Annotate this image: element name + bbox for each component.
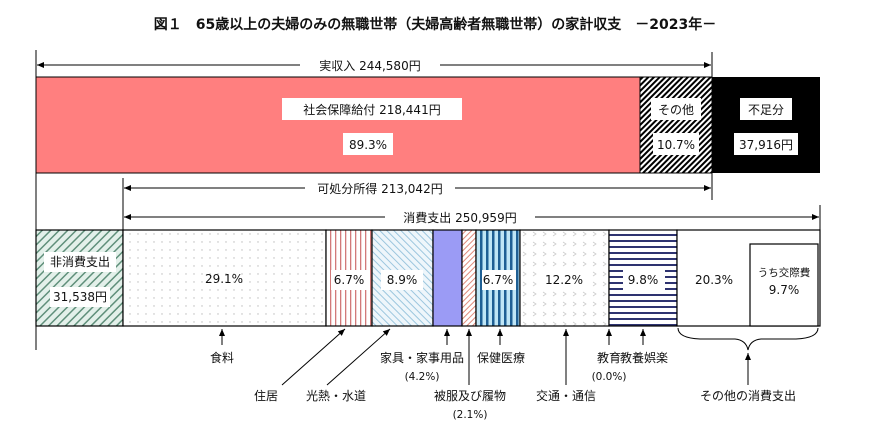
label-other-consumption: その他の消費支出 — [700, 388, 796, 403]
label-housing: 住居 — [254, 389, 278, 403]
clothing-segment — [461, 229, 477, 327]
non-consumption-amount: 31,538円 — [53, 290, 107, 304]
furniture-pct: (4.2%) — [405, 371, 440, 383]
non-consumption-label: 非消費支出 — [50, 254, 110, 269]
label-food: 食料 — [210, 350, 234, 365]
culture-pct: 9.8% — [628, 273, 659, 287]
label-clothing: 被服及び履物 — [434, 389, 506, 403]
social-expense-box — [749, 243, 819, 327]
non-consumption-segment — [35, 229, 124, 327]
pointer-arrows — [219, 327, 819, 386]
education-pct: (0.0%) — [592, 371, 627, 383]
consumption-label: 消費支出 250,959円 — [403, 210, 516, 225]
label-medical: 保健医療 — [477, 351, 525, 365]
social-security-pct: 89.3% — [349, 138, 387, 152]
shortfall-amount: 37,916円 — [739, 138, 793, 152]
shortfall-label: 不足分 — [748, 103, 784, 117]
shortfall-segment — [712, 77, 820, 173]
other-income-segment — [639, 76, 713, 174]
social-expense-label: うち交際費 — [758, 266, 811, 279]
disposable-income-label: 可処分所得 213,042円 — [317, 181, 442, 196]
food-segment — [122, 229, 327, 327]
other-income-pct: 10.7% — [657, 138, 695, 152]
brace-icon — [677, 327, 819, 351]
housing-pct: 6.7% — [334, 273, 365, 287]
other-income-label: その他 — [658, 103, 694, 117]
label-transport: 交通・通信 — [536, 388, 596, 403]
label-furniture: 家具・家事用品 — [380, 350, 464, 365]
other-consumption-pct: 20.3% — [695, 273, 733, 287]
transport-pct: 12.2% — [545, 273, 583, 287]
social-security-segment — [35, 76, 641, 174]
clothing-pct: (2.1%) — [453, 409, 488, 421]
label-culture: 教養娯楽 — [620, 350, 668, 365]
chart-title: 図１ 65歳以上の夫婦のみの無職世帯（夫婦高齢者無職世帯）の家計収支 －2023… — [154, 16, 716, 33]
food-pct: 29.1% — [205, 272, 243, 286]
label-utilities: 光熱・水道 — [306, 389, 366, 403]
utilities-pct: 8.9% — [387, 273, 418, 287]
total-income-label: 実収入 244,580円 — [319, 58, 420, 73]
social-security-label: 社会保障給付 218,441円 — [303, 102, 440, 117]
furniture-segment — [432, 229, 463, 327]
social-expense-pct: 9.7% — [769, 283, 800, 297]
label-education: 教育 — [597, 350, 621, 365]
medical-pct: 6.7% — [483, 273, 514, 287]
